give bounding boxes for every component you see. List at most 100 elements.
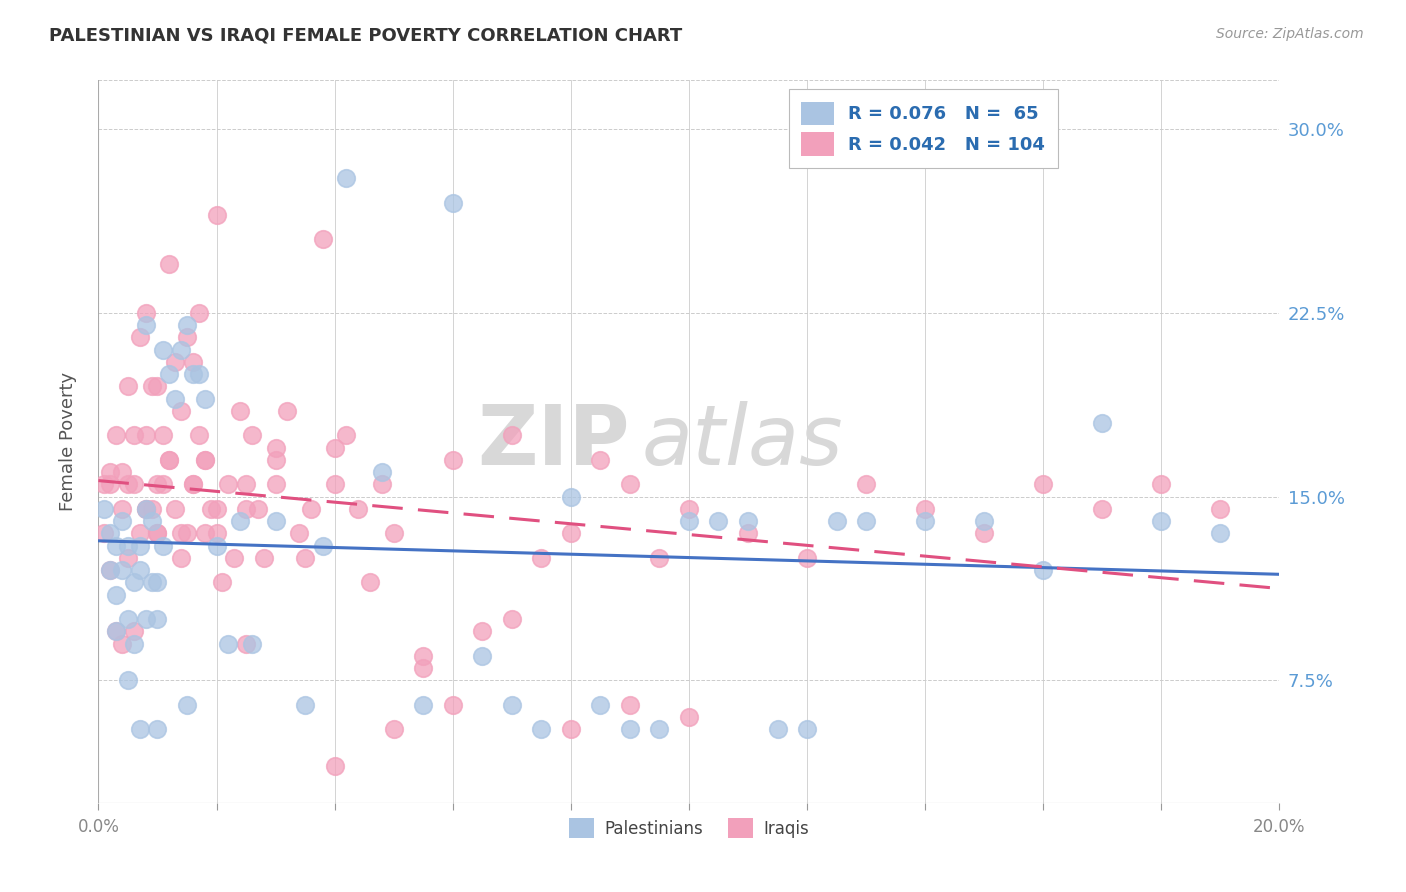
Text: ZIP: ZIP	[478, 401, 630, 482]
Point	[678, 502, 700, 516]
Point	[294, 698, 316, 712]
Point	[678, 514, 700, 528]
Point	[165, 502, 187, 516]
Point	[128, 330, 150, 344]
Point	[117, 612, 139, 626]
Point	[855, 477, 877, 491]
Text: Source: ZipAtlas.com: Source: ZipAtlas.com	[1216, 27, 1364, 41]
Point	[170, 343, 193, 357]
Text: atlas: atlas	[641, 401, 844, 482]
Legend: Palestinians, Iraqis: Palestinians, Iraqis	[562, 812, 815, 845]
Point	[111, 502, 134, 516]
Point	[501, 698, 523, 712]
Point	[98, 477, 121, 491]
Point	[98, 563, 121, 577]
Point	[796, 550, 818, 565]
Point	[141, 502, 163, 516]
Point	[211, 575, 233, 590]
Point	[382, 723, 405, 737]
Point	[165, 392, 187, 406]
Point	[152, 428, 174, 442]
Point	[299, 502, 322, 516]
Point	[135, 502, 157, 516]
Point	[128, 539, 150, 553]
Point	[707, 514, 730, 528]
Point	[264, 453, 287, 467]
Point	[194, 392, 217, 406]
Point	[441, 453, 464, 467]
Point	[122, 637, 145, 651]
Point	[122, 575, 145, 590]
Point	[217, 637, 239, 651]
Point	[501, 428, 523, 442]
Point	[205, 539, 228, 553]
Point	[146, 379, 169, 393]
Point	[246, 502, 269, 516]
Point	[111, 637, 134, 651]
Point	[323, 759, 346, 773]
Point	[648, 723, 671, 737]
Point	[135, 612, 157, 626]
Point	[157, 367, 180, 381]
Point	[170, 404, 193, 418]
Point	[501, 612, 523, 626]
Point	[181, 367, 204, 381]
Point	[128, 563, 150, 577]
Point	[93, 477, 115, 491]
Point	[111, 514, 134, 528]
Point	[914, 502, 936, 516]
Point	[170, 526, 193, 541]
Point	[229, 404, 252, 418]
Point	[288, 526, 311, 541]
Point	[973, 526, 995, 541]
Point	[235, 637, 257, 651]
Point	[141, 575, 163, 590]
Point	[105, 624, 128, 639]
Point	[471, 624, 494, 639]
Point	[128, 526, 150, 541]
Point	[371, 477, 394, 491]
Point	[117, 477, 139, 491]
Point	[194, 453, 217, 467]
Point	[117, 550, 139, 565]
Point	[205, 526, 228, 541]
Point	[737, 514, 759, 528]
Point	[135, 428, 157, 442]
Point	[1209, 526, 1232, 541]
Point	[181, 355, 204, 369]
Point	[170, 550, 193, 565]
Point	[176, 330, 198, 344]
Point	[619, 477, 641, 491]
Point	[619, 698, 641, 712]
Point	[146, 612, 169, 626]
Point	[205, 208, 228, 222]
Point	[117, 379, 139, 393]
Point	[1091, 416, 1114, 430]
Point	[122, 477, 145, 491]
Point	[135, 502, 157, 516]
Point	[648, 550, 671, 565]
Point	[471, 648, 494, 663]
Point	[98, 563, 121, 577]
Point	[530, 723, 553, 737]
Point	[371, 465, 394, 479]
Point	[737, 526, 759, 541]
Point	[187, 367, 209, 381]
Point	[294, 550, 316, 565]
Point	[105, 428, 128, 442]
Point	[796, 723, 818, 737]
Point	[312, 232, 335, 246]
Point	[1209, 502, 1232, 516]
Point	[264, 514, 287, 528]
Point	[152, 477, 174, 491]
Point	[176, 698, 198, 712]
Point	[105, 624, 128, 639]
Point	[240, 637, 263, 651]
Point	[359, 575, 381, 590]
Point	[973, 514, 995, 528]
Point	[128, 723, 150, 737]
Point	[176, 318, 198, 333]
Point	[93, 526, 115, 541]
Point	[141, 514, 163, 528]
Point	[382, 526, 405, 541]
